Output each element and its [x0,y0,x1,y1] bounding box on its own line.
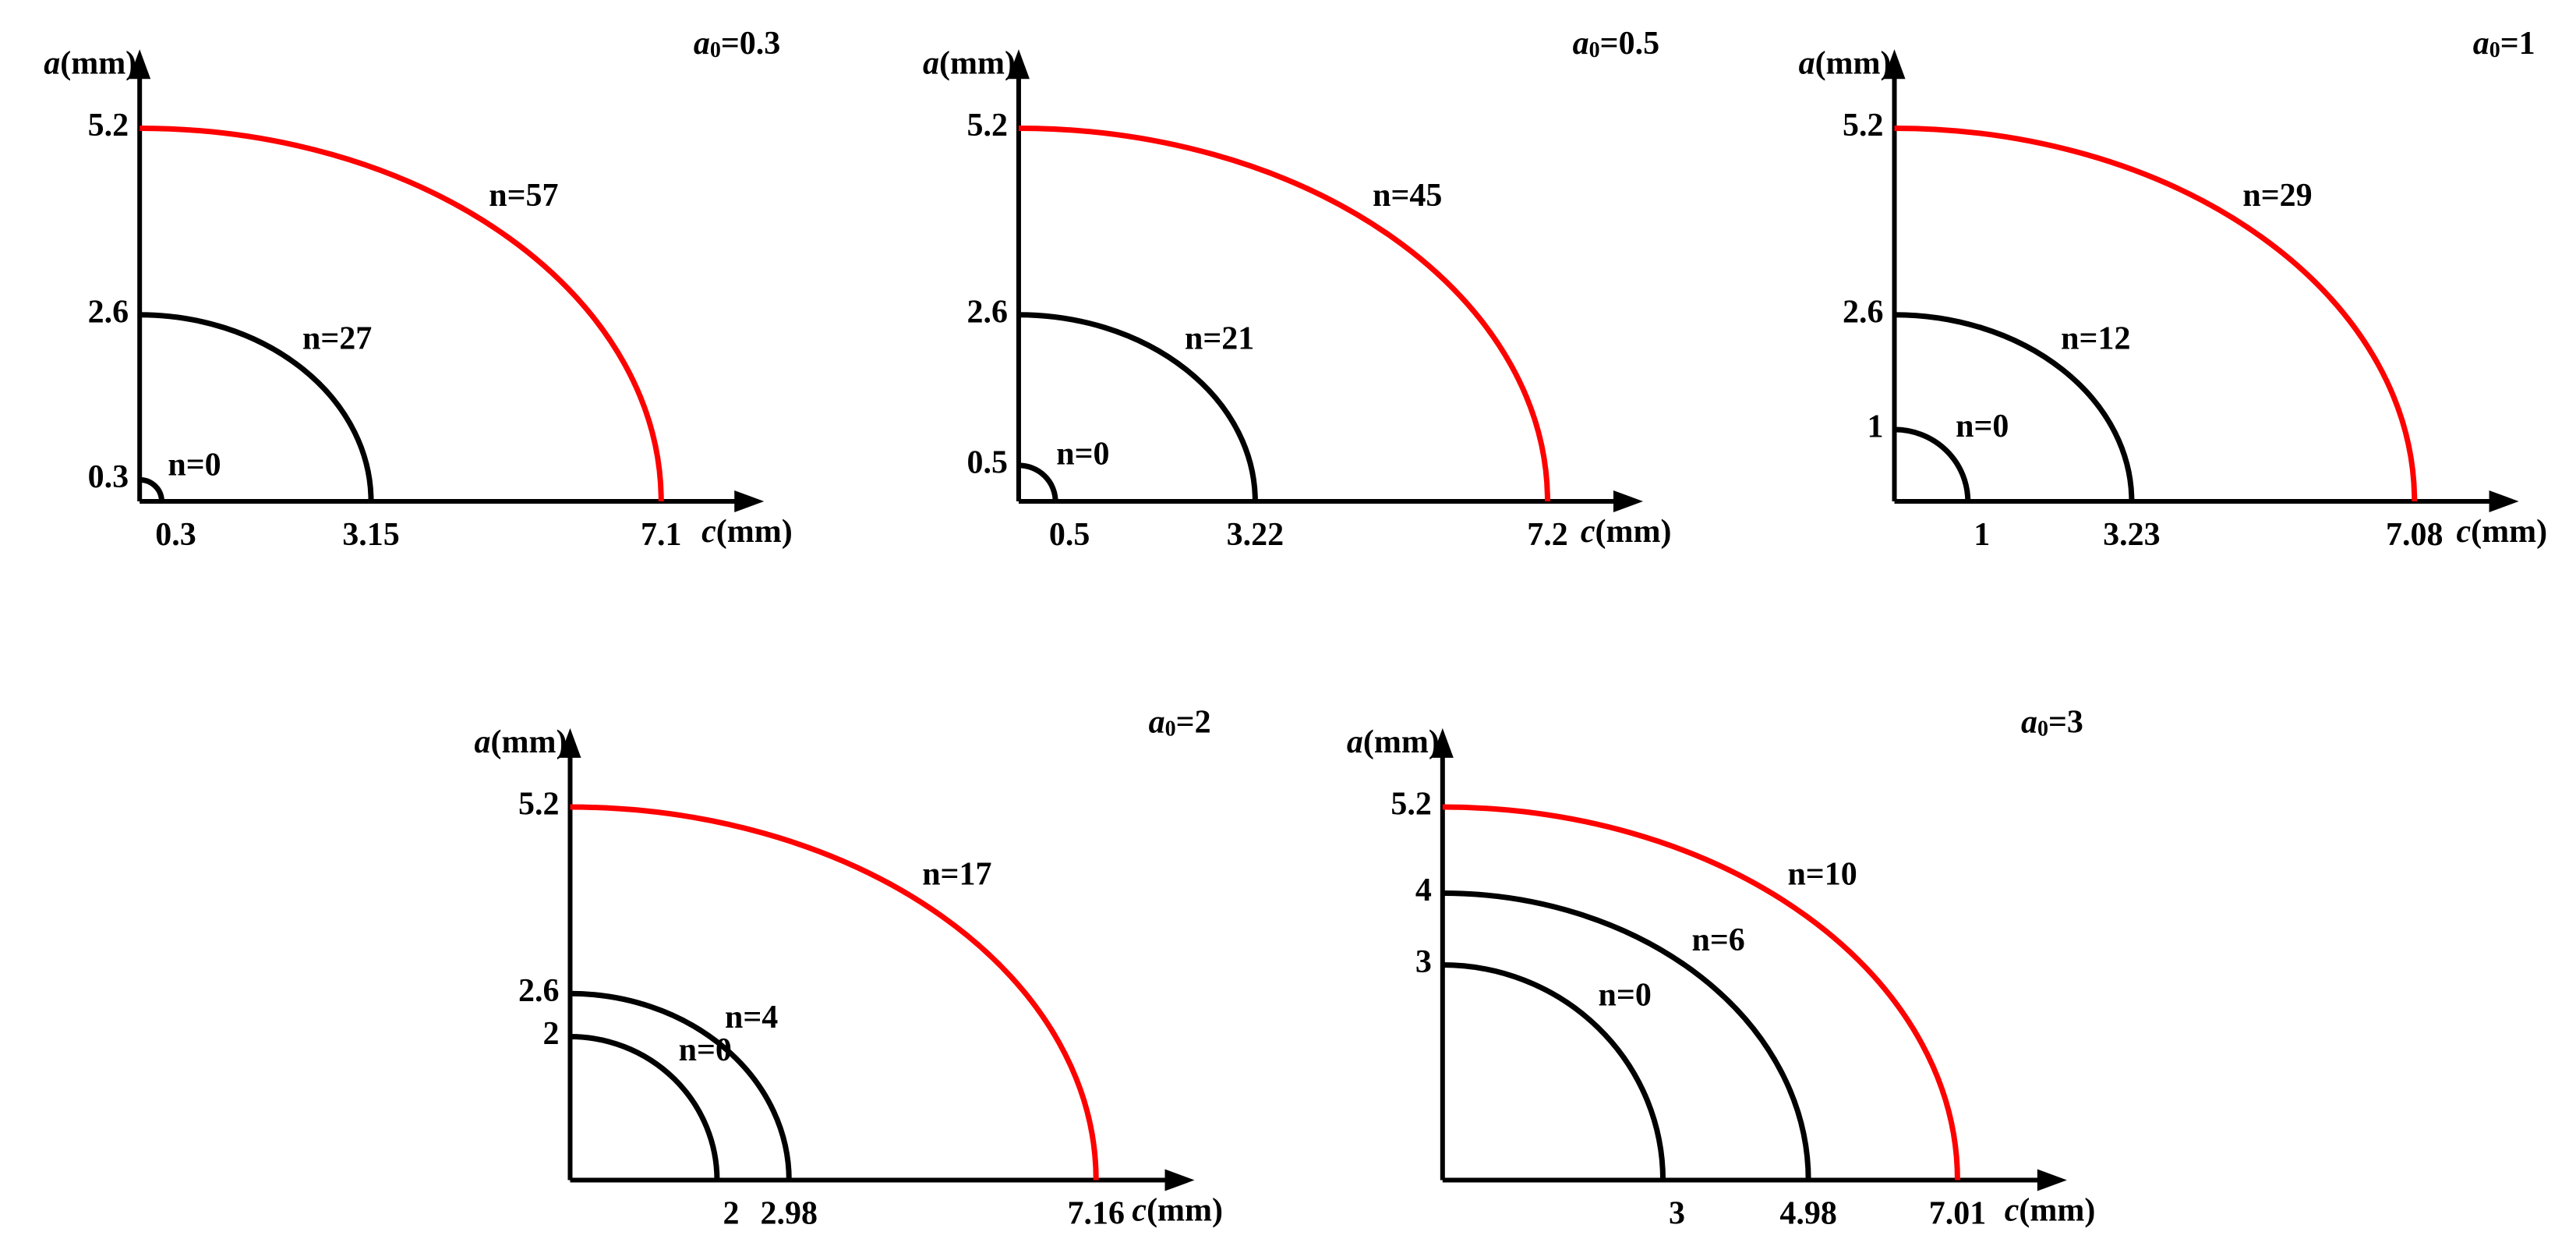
x-axis-label: c(mm) [2456,514,2547,550]
y-axis-label: a(mm) [923,45,1016,81]
crack-front [1894,427,1971,501]
panel: 0.3 2.6 5.2 0.3 3.15 7.1 n=0 n=27 n=57 [88,49,765,553]
y-axis-arrow [559,727,581,758]
x-tick-label: 7.08 [2386,517,2443,553]
x-axis-arrow [1613,490,1643,512]
crack-front [140,125,664,501]
x-tick-label: 0.3 [155,517,196,553]
y-tick-label: 0.3 [88,459,129,495]
curve-label: n=10 [1787,857,1857,893]
crack-front [1018,125,1550,501]
x-tick-label: 2 [723,1196,739,1232]
y-tick-label: 5.2 [518,787,560,823]
y-axis-arrow [1883,49,1906,80]
crack-front [140,312,374,501]
x-axis-arrow [2037,1169,2067,1191]
y-axis-arrow [129,49,151,80]
x-axis-label: c(mm) [2005,1192,2096,1228]
y-tick-label: 5.2 [966,108,1008,143]
y-axis-arrow [1007,49,1030,80]
y-tick-label: 2 [542,1016,559,1052]
y-tick-label: 2.6 [518,973,560,1009]
x-axis-label: c(mm) [1132,1192,1223,1228]
x-tick-label: 7.1 [641,517,682,553]
y-tick-label: 0.5 [966,445,1008,481]
crack-front [1894,312,2135,501]
curve-label: n=12 [2061,320,2130,356]
x-tick-label: 7.2 [1527,517,1568,553]
panel-title: a0=2 [1149,704,1211,742]
crack-front [1442,804,1960,1180]
crack-front [1894,125,2418,501]
curve-label: n=0 [1056,436,1109,472]
x-axis-label: c(mm) [1581,514,1672,550]
x-axis-label: c(mm) [701,514,793,550]
crack-front [1018,312,1258,501]
panel-title: a0=3 [2021,704,2083,742]
crack-front [570,804,1099,1180]
y-tick-label: 5.2 [1843,108,1884,143]
crack-front [1018,462,1058,502]
x-tick-label: 2.98 [761,1196,818,1232]
y-tick-label: 5.2 [88,108,129,143]
y-tick-label: 2.6 [966,294,1008,330]
y-tick-label: 3 [1415,944,1432,980]
y-tick-label: 4 [1415,872,1432,908]
x-tick-label: 0.5 [1049,517,1090,553]
crack-front [570,1034,720,1180]
crack-front [1442,962,1666,1180]
x-axis-arrow [1164,1169,1195,1191]
curve-label: n=27 [302,320,372,356]
curve-label: n=45 [1373,178,1442,214]
y-axis-label: a(mm) [1799,45,1892,81]
curve-label: n=0 [1599,978,1652,1014]
x-axis-arrow [2489,490,2519,512]
x-tick-label: 4.98 [1779,1196,1837,1232]
panel-title: a0=1 [2473,26,2535,63]
curve-label: n=57 [489,178,558,214]
panel-title: a0=0.5 [1573,26,1659,63]
y-tick-label: 2.6 [1843,294,1884,330]
x-tick-label: 3.22 [1227,517,1284,553]
crack-front [570,990,792,1180]
curve-label: n=0 [168,447,221,483]
x-axis-arrow [734,490,765,512]
panel: 0.5 2.6 5.2 0.5 3.22 7.2 n=0 n=21 n=45 [966,49,1643,553]
panel: 2 2.6 5.2 2 2.98 7.16 n=0n=4 n=17 [518,727,1195,1232]
panel: 3 4 5.2 3 4.98 7.01 n=0 n=6 n=10 [1390,727,2067,1232]
x-tick-label: 3.15 [342,517,400,553]
y-axis-label: a(mm) [475,724,567,760]
y-axis-label: a(mm) [1347,724,1440,760]
y-tick-label: 1 [1868,409,1884,445]
x-tick-label: 7.16 [1067,1196,1125,1232]
x-tick-label: 7.01 [1929,1196,1987,1232]
x-tick-label: 3.23 [2103,517,2161,553]
x-tick-label: 1 [1974,517,1990,553]
curve-label: n=4 [725,1000,778,1035]
crack-front [1442,890,1811,1180]
y-axis-label: a(mm) [44,45,136,81]
curve-label: n=6 [1691,922,1744,958]
y-tick-label: 2.6 [88,294,129,330]
curve-label: n=0 [679,1032,732,1068]
curve-label: n=29 [2242,178,2312,214]
curve-label: n=17 [922,857,991,893]
x-tick-label: 3 [1669,1196,1685,1232]
y-axis-arrow [1431,727,1454,758]
panel-title: a0=0.3 [694,26,780,63]
y-tick-label: 5.2 [1390,787,1432,823]
panel: 1 2.6 5.2 1 3.23 7.08 n=0 n=12 n=29 [1843,49,2519,553]
curve-label: n=21 [1185,320,1254,356]
crack-front [139,476,164,502]
curve-label: n=0 [1956,409,2009,444]
